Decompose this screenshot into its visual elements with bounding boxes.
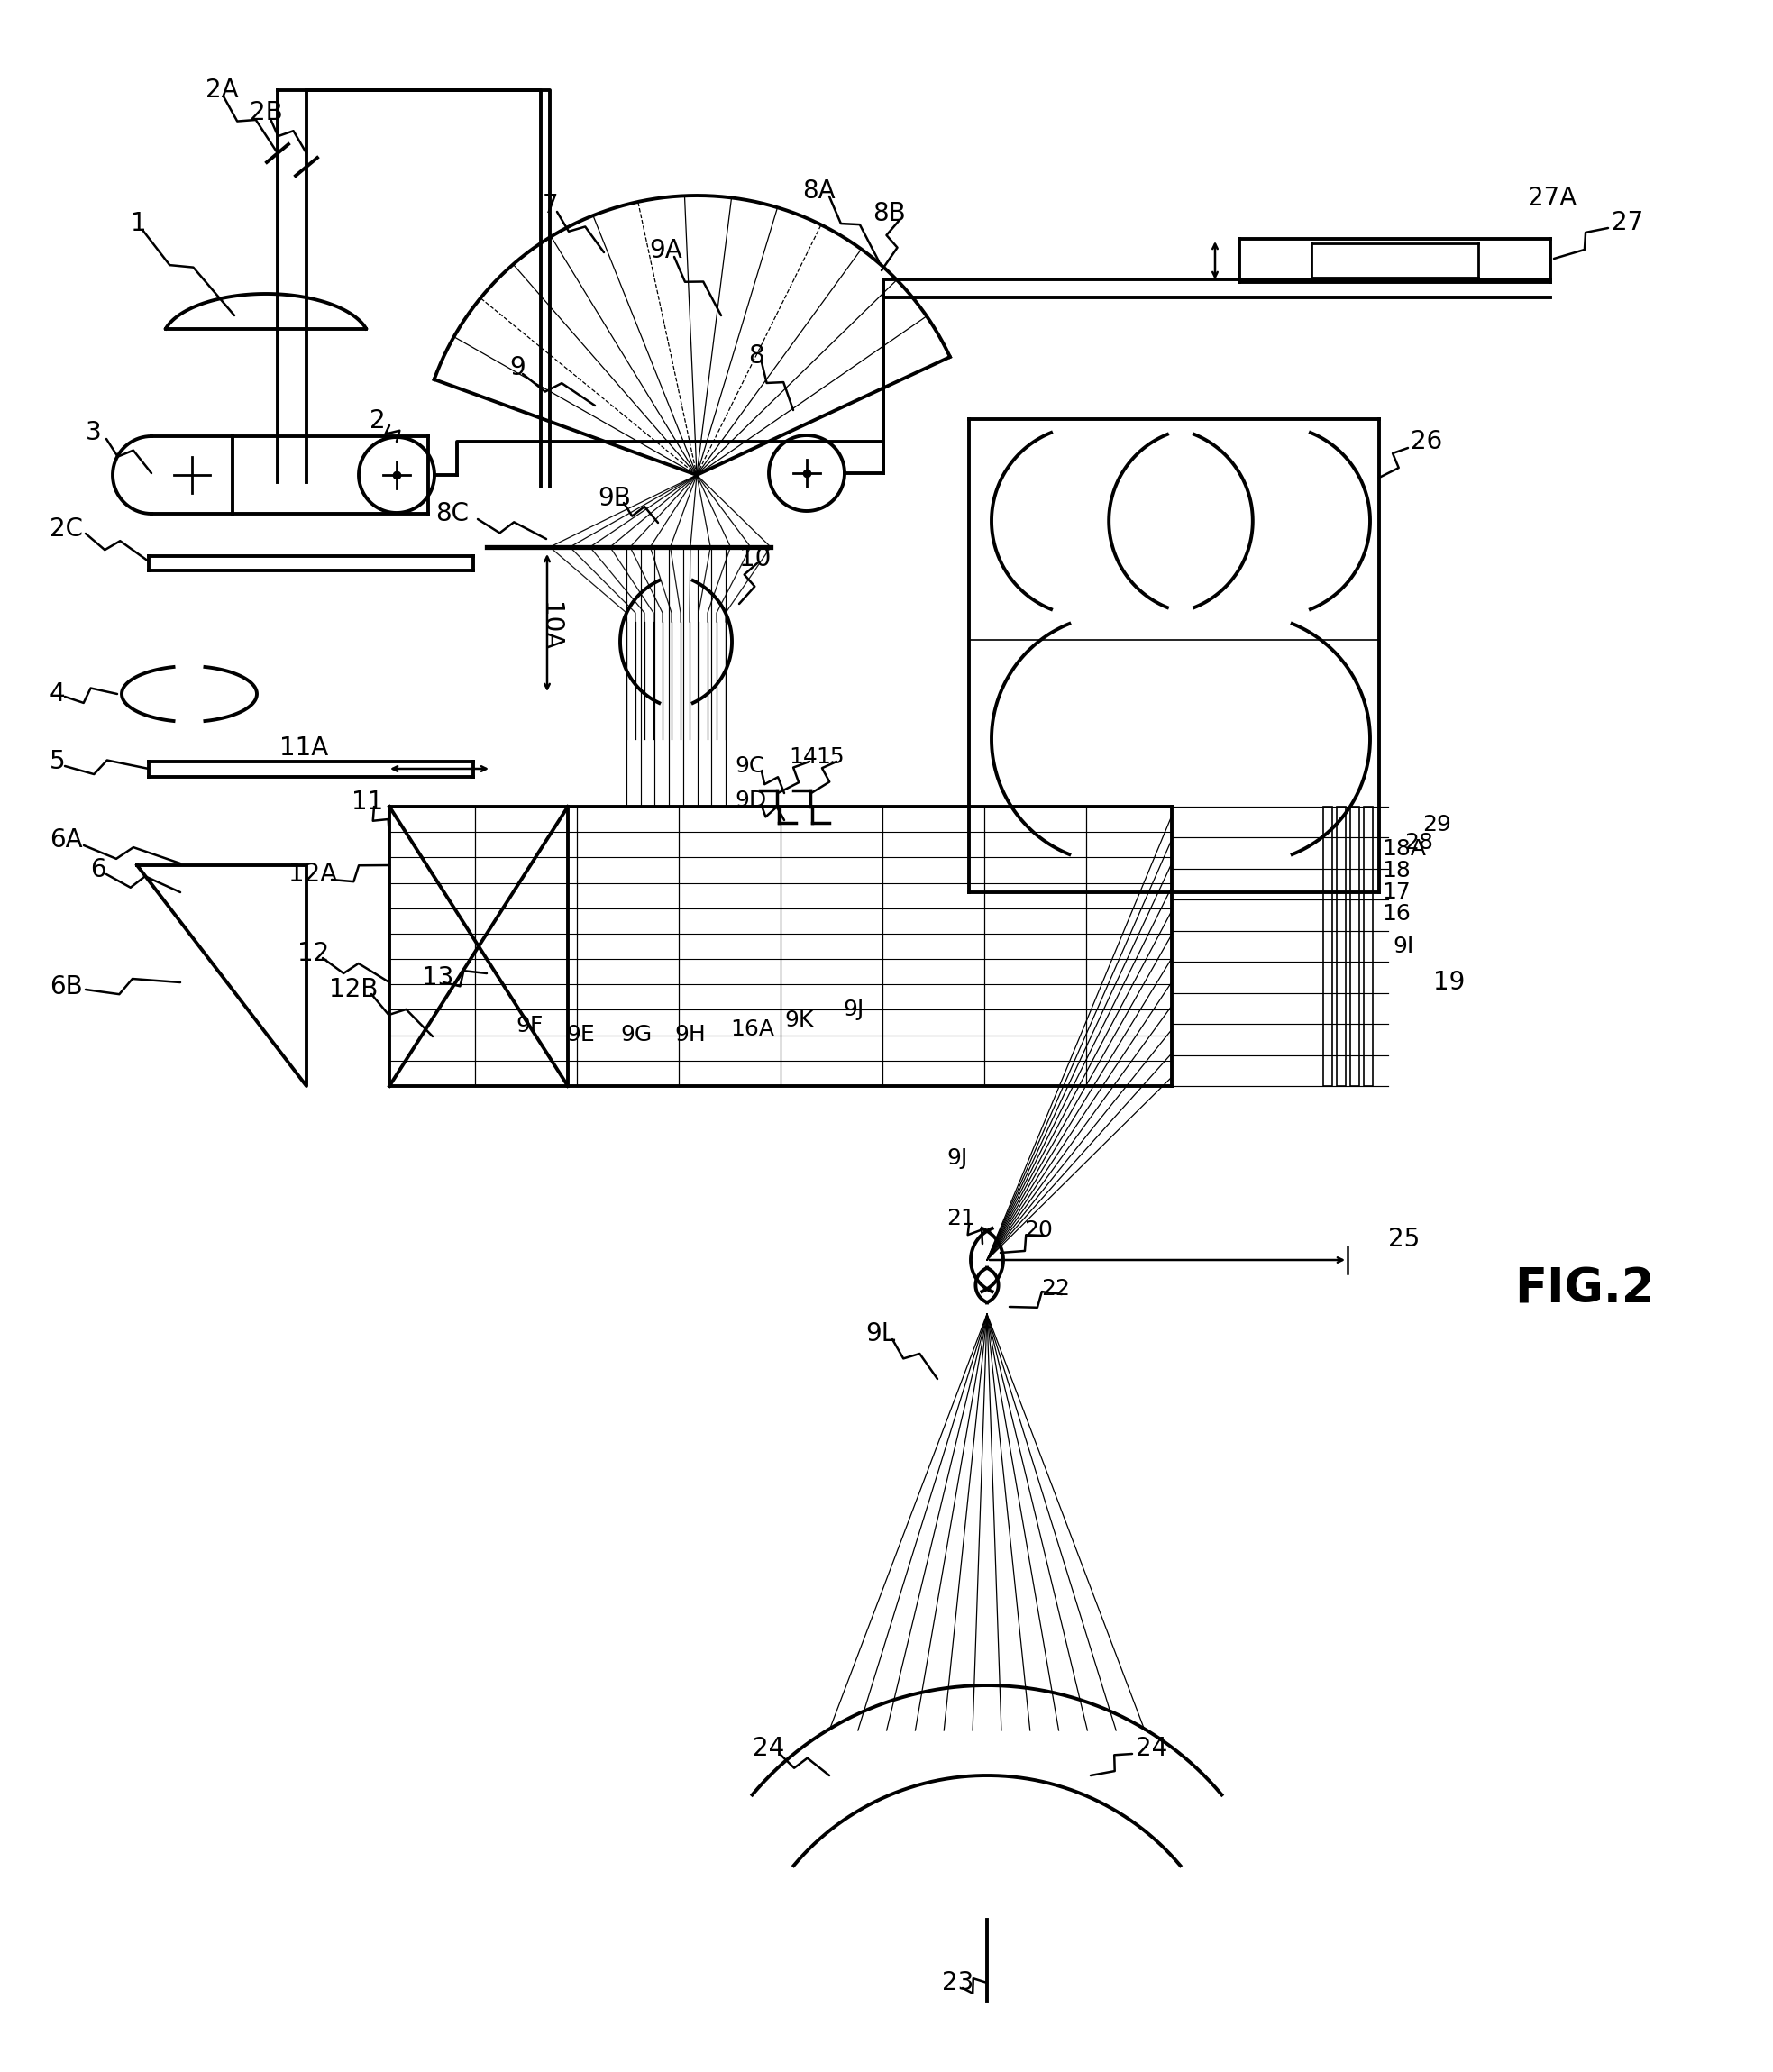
Text: 23: 23 <box>941 1970 973 1995</box>
Text: 14: 14 <box>789 746 817 769</box>
Text: 8A: 8A <box>801 178 835 203</box>
Text: 26: 26 <box>1411 429 1443 454</box>
Text: 24: 24 <box>754 1736 784 1761</box>
Text: 17: 17 <box>1381 881 1411 903</box>
Text: 12B: 12B <box>330 978 378 1003</box>
Text: 3: 3 <box>85 421 101 445</box>
Text: 9B: 9B <box>598 485 631 512</box>
Text: 9J: 9J <box>842 999 863 1019</box>
Text: 4: 4 <box>50 682 66 707</box>
Text: 15: 15 <box>816 746 844 769</box>
Text: 9G: 9G <box>621 1024 652 1046</box>
Text: 8C: 8C <box>436 501 468 526</box>
Text: 9L: 9L <box>865 1322 895 1347</box>
Text: 18: 18 <box>1381 860 1411 881</box>
Text: 12: 12 <box>298 941 330 966</box>
Text: 9: 9 <box>509 354 525 381</box>
Text: 2: 2 <box>369 408 385 433</box>
Text: 28: 28 <box>1404 831 1433 854</box>
Text: 10A: 10A <box>537 601 562 651</box>
Text: 9K: 9K <box>784 1009 814 1032</box>
Text: 6A: 6A <box>50 827 83 852</box>
Text: 11A: 11A <box>280 736 328 760</box>
Bar <box>1323 806 1332 1086</box>
Text: 11: 11 <box>351 789 383 814</box>
Text: 6: 6 <box>90 858 106 883</box>
Text: 22: 22 <box>1041 1278 1069 1299</box>
Bar <box>1351 806 1360 1086</box>
Text: 2C: 2C <box>50 516 83 541</box>
Text: 9E: 9E <box>566 1024 594 1046</box>
Text: 16A: 16A <box>730 1019 775 1040</box>
Text: 12A: 12A <box>289 862 337 887</box>
Text: 10: 10 <box>739 547 771 572</box>
Bar <box>1337 806 1346 1086</box>
Text: 9C: 9C <box>734 756 764 777</box>
Text: 2A: 2A <box>206 77 239 104</box>
Text: 2B: 2B <box>250 99 284 124</box>
Text: 6B: 6B <box>50 974 83 999</box>
Text: 5: 5 <box>50 748 66 775</box>
Text: 25: 25 <box>1388 1227 1420 1251</box>
Text: 7: 7 <box>543 193 558 218</box>
Text: 8B: 8B <box>872 201 906 226</box>
Text: 21: 21 <box>947 1208 975 1229</box>
Text: 20: 20 <box>1025 1220 1053 1241</box>
Text: 27A: 27A <box>1528 186 1576 211</box>
Text: 29: 29 <box>1422 814 1450 835</box>
Text: 9J: 9J <box>947 1148 968 1169</box>
Text: FIG.2: FIG.2 <box>1514 1266 1654 1312</box>
Text: 18A: 18A <box>1381 839 1425 860</box>
Text: 9A: 9A <box>649 238 683 263</box>
Text: 9I: 9I <box>1392 937 1413 957</box>
Text: 16: 16 <box>1381 903 1411 924</box>
Text: 19: 19 <box>1433 970 1464 995</box>
Text: 9D: 9D <box>734 789 766 810</box>
Text: 13: 13 <box>422 966 454 990</box>
Text: 9H: 9H <box>674 1024 706 1046</box>
Text: 1: 1 <box>131 211 147 236</box>
Text: 8: 8 <box>748 344 764 369</box>
Text: 27: 27 <box>1612 209 1644 236</box>
Text: 24: 24 <box>1136 1736 1167 1761</box>
Bar <box>1363 806 1372 1086</box>
Text: 9F: 9F <box>516 1015 543 1036</box>
